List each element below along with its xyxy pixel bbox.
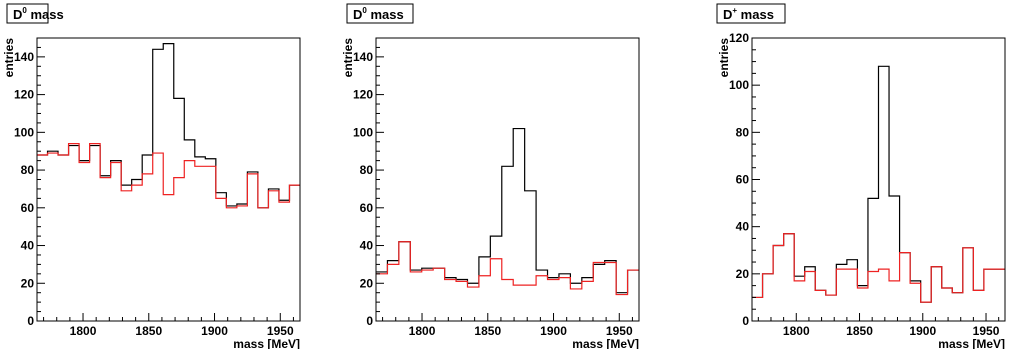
histogram-panel-1: D0 mass 0 20 40 60 80 100 120 140 1800 1850 1900 195…	[2, 3, 301, 349]
plot-frame	[36, 37, 301, 322]
x-tick-label: 1800	[409, 324, 436, 338]
histogram-series-1	[37, 43, 300, 209]
y-tick-label: 60	[360, 201, 374, 215]
y-axis-label: entries	[341, 38, 355, 78]
y-tick-label: 0	[366, 314, 373, 328]
y-tick-label: 0	[27, 314, 34, 328]
y-tick-label: 120	[353, 88, 373, 102]
y-tick-label: 40	[736, 220, 750, 234]
chart-title-box	[6, 3, 49, 24]
x-tick-label: 1800	[70, 324, 97, 338]
y-tick-label: 120	[729, 31, 749, 45]
y-tick-label: 140	[353, 50, 373, 64]
y-tick-label: 80	[360, 163, 374, 177]
y-tick-label: 20	[360, 276, 374, 290]
y-tick-label: 100	[353, 125, 373, 139]
x-tick-label: 1800	[783, 324, 810, 338]
y-tick-label: 100	[729, 78, 749, 92]
x-axis-label: mass [MeV]	[233, 337, 300, 349]
x-tick-label: 1850	[135, 324, 162, 338]
x-tick-label: 1950	[267, 324, 294, 338]
histogram-series-2	[752, 233, 1005, 303]
chart-title-box	[716, 3, 786, 24]
chart-title: D0 mass	[353, 6, 404, 22]
y-tick-label: 40	[21, 239, 35, 253]
histogram-series-1	[752, 65, 1005, 303]
x-tick-label: 1900	[909, 324, 936, 338]
chart-title-box	[346, 3, 414, 24]
chart-title: D+ mass	[723, 6, 774, 22]
y-tick-label: 40	[360, 239, 374, 253]
y-tick-label: 0	[742, 314, 749, 328]
histogram-panel-3: D+ mass 0 20 40 60 80 100 120 1800 1850 1900 1950ma…	[716, 3, 1006, 349]
x-tick-label: 1850	[846, 324, 873, 338]
y-axis-label: entries	[2, 38, 16, 78]
x-axis-label: mass [MeV]	[938, 337, 1005, 349]
x-axis-label: mass [MeV]	[572, 337, 639, 349]
histogram-panel-2: D0 mass 0 20 40 60 80 100 120 140 1800 1850 1900 195…	[341, 3, 640, 349]
x-tick-label: 1950	[973, 324, 1000, 338]
y-tick-label: 60	[736, 173, 750, 187]
y-tick-label: 20	[21, 276, 35, 290]
histogram-series-1	[376, 127, 639, 294]
y-tick-label: 120	[14, 88, 34, 102]
x-tick-label: 1950	[606, 324, 633, 338]
x-tick-label: 1900	[201, 324, 228, 338]
histogram-series-2	[37, 143, 300, 209]
histogram-series-2	[376, 241, 639, 296]
y-tick-label: 60	[21, 201, 35, 215]
plot-frame	[375, 37, 640, 322]
y-tick-label: 80	[21, 163, 35, 177]
y-axis-label: entries	[717, 38, 731, 78]
chart-title: D0 mass	[13, 6, 64, 22]
y-tick-label: 100	[14, 125, 34, 139]
y-tick-label: 80	[736, 125, 750, 139]
x-tick-label: 1850	[474, 324, 501, 338]
y-tick-label: 140	[14, 50, 34, 64]
y-tick-label: 20	[736, 267, 750, 281]
x-tick-label: 1900	[540, 324, 567, 338]
